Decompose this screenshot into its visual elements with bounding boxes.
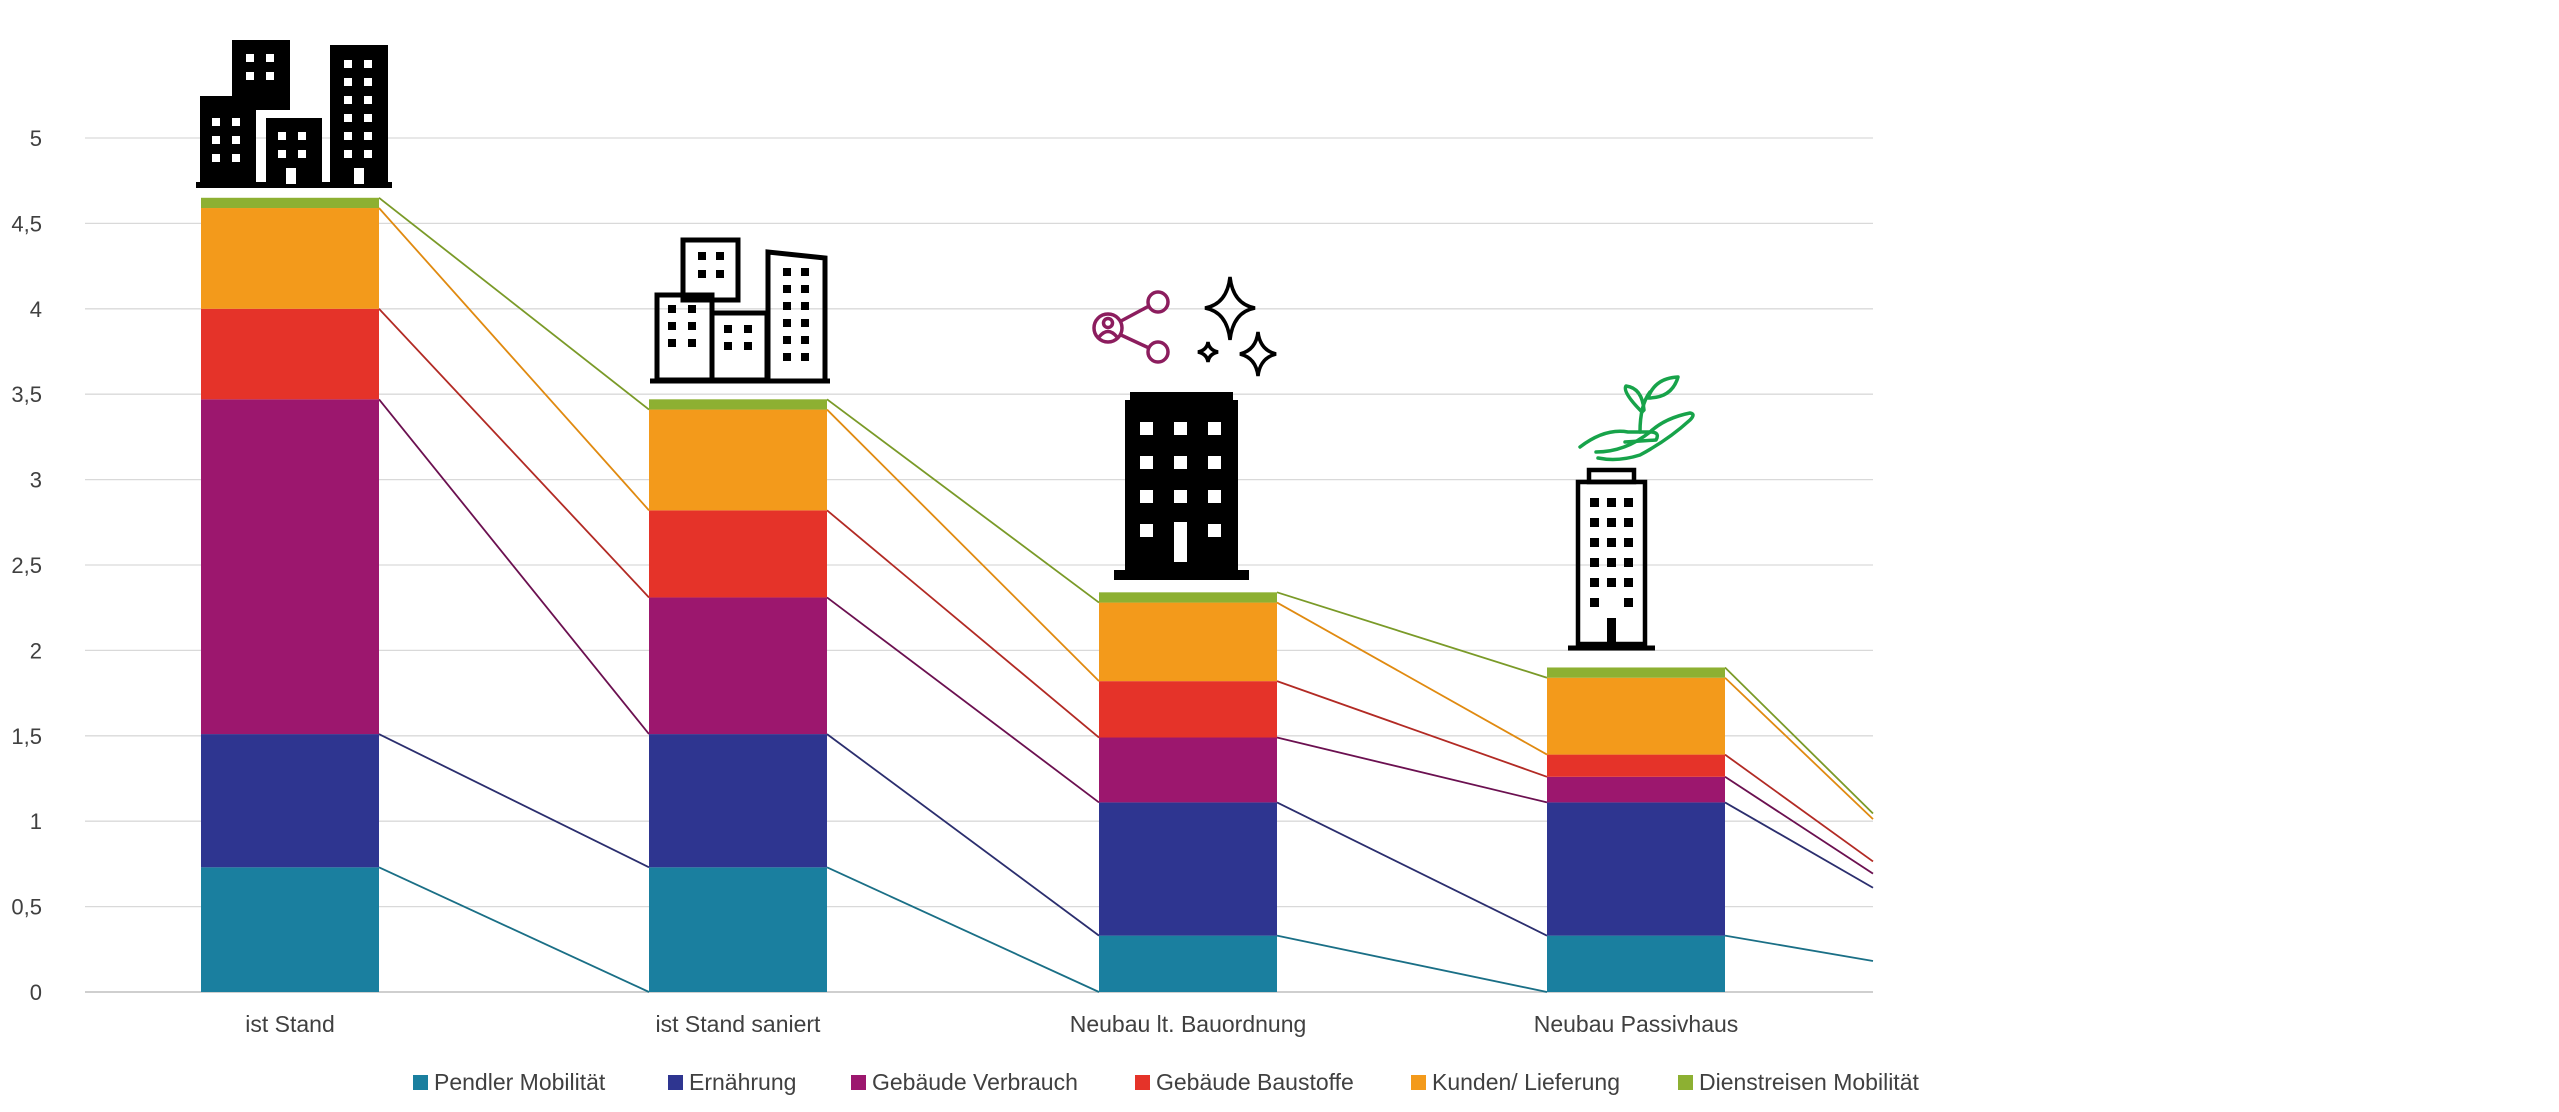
connector-line — [826, 398, 1100, 604]
legend-label: Pendler Mobilität — [434, 1069, 606, 1095]
legend-swatch — [668, 1075, 683, 1090]
bar-segment — [649, 867, 827, 992]
bar-segment — [1547, 776, 1725, 803]
connector-line — [826, 408, 1100, 682]
connector-lines — [378, 197, 1874, 993]
legend-swatch — [1411, 1075, 1426, 1090]
connector-line — [1276, 680, 1548, 778]
bars — [201, 197, 1725, 992]
y-tick-label: 1,5 — [11, 724, 42, 749]
passive-house-icon — [1568, 375, 1695, 651]
legend-label: Gebäude Verbrauch — [872, 1069, 1078, 1095]
bar-segment — [1547, 677, 1725, 755]
bar-segment — [1547, 802, 1725, 936]
bar-segment — [1547, 935, 1725, 992]
y-tick-label: 2,5 — [11, 553, 42, 578]
bar-segment — [201, 734, 379, 868]
bar-segment — [649, 399, 827, 410]
connector-line — [1724, 776, 1874, 875]
y-axis-ticks: 0 0,5 1 1,5 2 2,5 3 3,5 4 4,5 5 — [11, 126, 42, 1005]
legend-swatch — [1678, 1075, 1693, 1090]
legend-swatch — [413, 1075, 428, 1090]
bar-segment — [1547, 754, 1725, 777]
legend-label: Kunden/ Lieferung — [1432, 1069, 1620, 1095]
y-tick-label: 4 — [30, 297, 42, 322]
x-tick-label: Neubau Passivhaus — [1534, 1011, 1739, 1037]
bar-segment — [201, 308, 379, 400]
connector-line — [1276, 801, 1548, 937]
bar-segment — [1099, 602, 1277, 682]
bar-segment — [1099, 737, 1277, 803]
connector-line — [378, 197, 650, 411]
y-tick-label: 5 — [30, 126, 42, 151]
connector-line — [378, 207, 650, 511]
bar-segment — [649, 510, 827, 598]
bar-segment — [201, 867, 379, 992]
connector-line — [1724, 677, 1874, 820]
y-tick-label: 3,5 — [11, 382, 42, 407]
connector-line — [1276, 601, 1548, 756]
bar-segment — [1099, 681, 1277, 738]
city-buildings-outline-icon — [650, 237, 830, 384]
legend: Pendler Mobilität Ernährung Gebäude Verbra… — [413, 1069, 1919, 1095]
connector-line — [378, 733, 650, 869]
connector-line — [378, 866, 650, 993]
bar-segment — [649, 409, 827, 511]
connector-line — [826, 733, 1100, 937]
bar-segment — [649, 734, 827, 868]
bar-segment — [201, 399, 379, 735]
legend-swatch — [851, 1075, 866, 1090]
y-tick-label: 4,5 — [11, 211, 42, 236]
x-tick-label: Neubau lt. Bauordnung — [1070, 1011, 1307, 1037]
legend-label: Dienstreisen Mobilität — [1699, 1069, 1919, 1095]
x-axis-labels: ist Stand ist Stand saniert Neubau lt. Bau… — [245, 1011, 1738, 1037]
smart-building-icon — [1092, 276, 1277, 580]
connector-line — [378, 398, 650, 735]
bar-segment — [1547, 667, 1725, 678]
connector-line — [826, 596, 1100, 804]
bar-segment — [1099, 592, 1277, 603]
legend-label: Ernährung — [689, 1069, 796, 1095]
connector-line — [1724, 666, 1874, 815]
y-tick-label: 2 — [30, 638, 42, 663]
connector-line — [1724, 934, 1874, 962]
y-tick-label: 0,5 — [11, 895, 42, 920]
y-tick-label: 3 — [30, 468, 42, 493]
y-tick-label: 0 — [30, 980, 42, 1005]
bar-segment — [201, 208, 379, 309]
bar-segment — [201, 197, 379, 209]
connector-line — [1276, 934, 1548, 993]
connector-line — [1724, 753, 1874, 863]
connector-line — [1276, 736, 1548, 804]
connector-line — [826, 866, 1100, 993]
connector-line — [1276, 591, 1548, 679]
x-tick-label: ist Stand saniert — [656, 1011, 822, 1037]
connector-line — [1724, 801, 1874, 889]
bar-segment — [1099, 802, 1277, 936]
city-buildings-icon — [196, 40, 392, 188]
connector-line — [826, 509, 1100, 739]
legend-label: Gebäude Baustoffe — [1156, 1069, 1354, 1095]
bar-segment — [649, 597, 827, 735]
bar-segment — [1099, 935, 1277, 992]
x-tick-label: ist Stand — [245, 1011, 335, 1037]
y-tick-label: 1 — [30, 809, 42, 834]
connector-line — [378, 308, 650, 599]
legend-swatch — [1135, 1075, 1150, 1090]
